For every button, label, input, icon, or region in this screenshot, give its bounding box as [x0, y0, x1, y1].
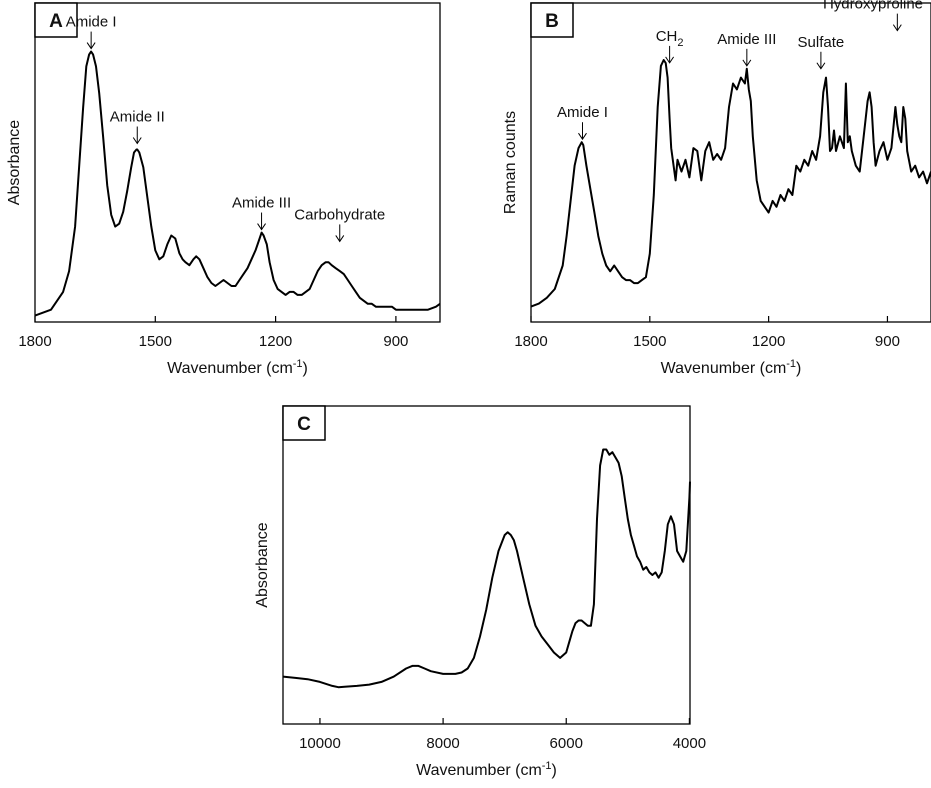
- annotation-label: Amide I: [66, 14, 117, 31]
- x-tick-label: 4000: [673, 735, 706, 752]
- annotation-label: Amide III: [717, 31, 776, 48]
- panel-a: A 1800 1500 1200 900 Wavenumber (cm-1) Absorba…: [6, 2, 441, 377]
- x-tick-label: 1800: [514, 333, 547, 350]
- annotation-arrowhead: [257, 223, 266, 231]
- annotation-arrowhead: [816, 62, 826, 70]
- panel-b: B 1800 1500 1200 900 Wavenumber (cm-1) Raman c…: [502, 0, 931, 377]
- x-tick-label: 900: [875, 333, 900, 350]
- annotation-arrowhead: [132, 137, 142, 145]
- annotation-arrowhead: [86, 42, 96, 50]
- x-tick-label: 8000: [426, 735, 459, 752]
- spectrum-line: [530, 59, 931, 308]
- x-tick-label: 1200: [752, 333, 785, 350]
- x-tick-label: 1500: [139, 333, 172, 350]
- spectrum-line: [282, 448, 691, 689]
- x-tick-label: 1800: [18, 333, 51, 350]
- peak-annotation: Carbohydrate: [294, 206, 385, 243]
- x-tick-label: 6000: [550, 735, 583, 752]
- annotation-label: Amide III: [232, 195, 291, 212]
- annotation-arrowhead: [578, 132, 587, 141]
- x-axis-label: Wavenumber (cm-1): [416, 760, 557, 779]
- panel-letter-frame: [282, 405, 326, 441]
- panel-letter-frame: [530, 2, 574, 38]
- annotation-label: Carbohydrate: [294, 206, 385, 223]
- x-tick-label: 10000: [299, 735, 341, 752]
- x-axis-label: Wavenumber (cm-1): [167, 358, 308, 377]
- peak-annotation: Amide III: [717, 31, 776, 67]
- annotation-label: Hydroxyproline: [823, 0, 923, 13]
- spectrum-line: [34, 50, 441, 317]
- peak-annotation: Amide III: [232, 195, 291, 231]
- panel-letter: B: [545, 11, 559, 32]
- panel-letter-frame: [34, 2, 78, 38]
- plot-frame: [34, 2, 441, 323]
- y-axis-label: Absorbance: [6, 120, 23, 205]
- peak-annotation: Amide I: [557, 104, 608, 141]
- panel-letter-box: C: [282, 405, 326, 441]
- annotation-label: Amide II: [110, 109, 165, 126]
- y-axis-label: Absorbance: [254, 522, 271, 607]
- plot-frame: [282, 405, 691, 725]
- x-tick-label: 1500: [633, 333, 666, 350]
- annotation-label: Sulfate: [798, 34, 845, 51]
- y-axis-label: Raman counts: [502, 111, 519, 214]
- annotation-label: Amide I: [557, 104, 608, 121]
- x-axis-label: Wavenumber (cm-1): [661, 358, 802, 377]
- plot-frame: [530, 2, 931, 323]
- annotation-arrowhead: [742, 59, 752, 67]
- panel-letter: C: [297, 414, 311, 435]
- panel-letter-box: A: [34, 2, 78, 38]
- panel-c: C 10000 8000 6000 4000 Wavenumber (cm-1) Absor…: [254, 405, 706, 779]
- peak-annotation: CH2: [656, 28, 684, 64]
- panel-letter-box: B: [530, 2, 574, 38]
- annotation-arrowhead: [665, 56, 675, 64]
- x-tick-label: 1200: [259, 333, 292, 350]
- annotation-arrowhead: [335, 235, 345, 243]
- peak-annotation: Amide I: [66, 14, 117, 50]
- peak-annotation: Amide II: [110, 109, 165, 145]
- annotation-label: CH2: [656, 28, 684, 49]
- peak-annotation: Sulfate: [798, 34, 845, 70]
- annotation-arrowhead: [892, 24, 902, 32]
- peak-annotation: HydroxyprolineProline: [823, 0, 923, 32]
- panel-letter: A: [49, 11, 63, 32]
- x-tick-label: 900: [383, 333, 408, 350]
